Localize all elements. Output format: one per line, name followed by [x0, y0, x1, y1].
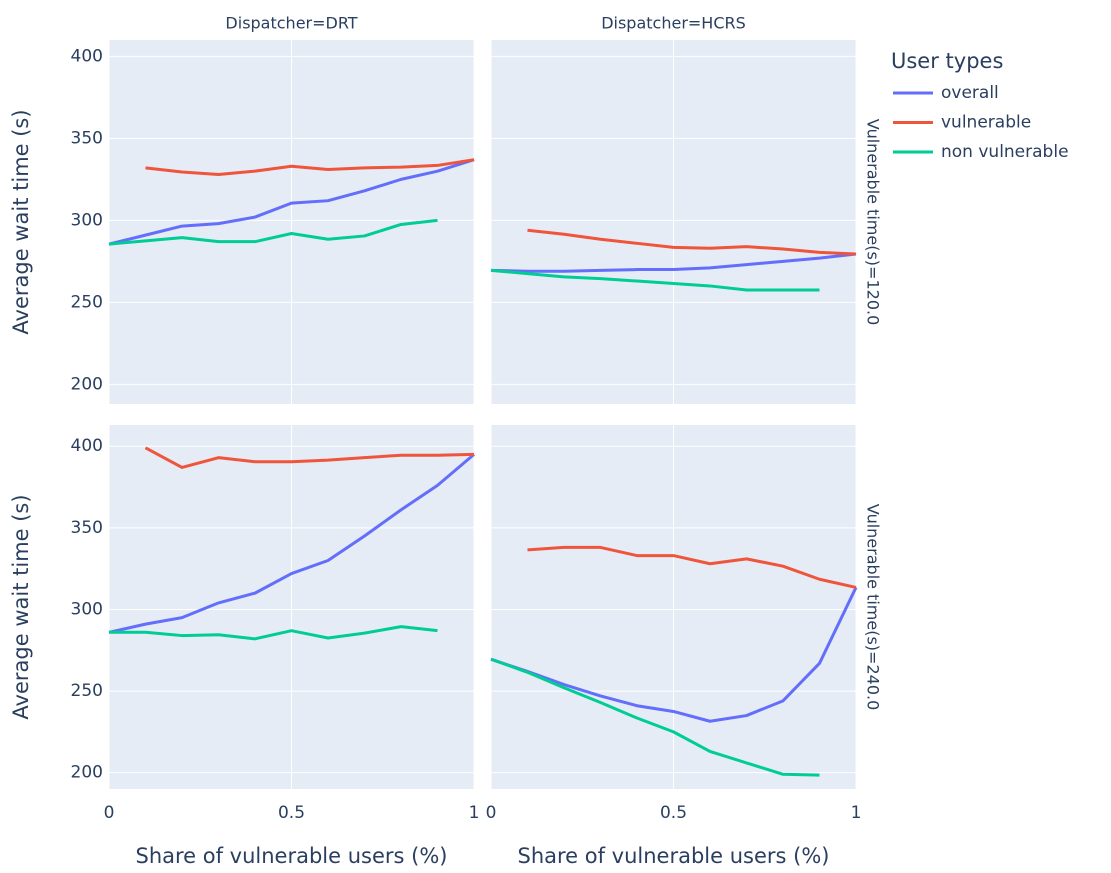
line-series [527, 228, 857, 256]
facet-title: Dispatcher=HCRS [601, 14, 746, 33]
x-tick-label: 0 [104, 803, 115, 823]
line-series [490, 657, 820, 777]
facet-row-label: Vulnerable time(s)=120.0 [864, 119, 883, 326]
legend-label: vulnerable [941, 113, 1031, 133]
legend-label: overall [941, 83, 999, 103]
facet-title: Dispatcher=DRT [225, 14, 357, 33]
line-series [145, 158, 475, 176]
x-tick-label: 0.5 [660, 803, 687, 823]
y-axis-title: Average wait time (s) [9, 494, 33, 719]
y-tick-label: 250 [71, 292, 103, 312]
y-tick-label: 300 [71, 210, 103, 230]
facet-row-label: Vulnerable time(s)=240.0 [864, 504, 883, 711]
x-tick-label: 1 [851, 803, 862, 823]
y-axis-title: Average wait time (s) [9, 109, 33, 334]
y-tick-label: 200 [71, 374, 103, 394]
x-tick-label: 0 [486, 803, 497, 823]
line-series [108, 453, 475, 634]
y-tick-label: 350 [71, 518, 103, 538]
x-tick-label: 0.5 [278, 803, 305, 823]
y-tick-label: 200 [71, 763, 103, 783]
y-tick-label: 300 [71, 599, 103, 619]
line-series [490, 252, 857, 273]
line-series [108, 218, 438, 246]
legend-title: User types [891, 49, 1003, 73]
line-series [144, 446, 475, 469]
line-series [109, 625, 438, 641]
line-series [490, 586, 858, 723]
x-tick-label: 1 [469, 803, 480, 823]
x-axis-title: Share of vulnerable users (%) [517, 844, 829, 868]
y-tick-label: 350 [71, 128, 103, 148]
y-tick-label: 400 [71, 436, 103, 456]
y-tick-label: 400 [71, 46, 103, 66]
line-series [527, 545, 857, 589]
legend-label: non vulnerable [941, 142, 1069, 162]
x-axis-title: Share of vulnerable users (%) [135, 844, 447, 868]
y-tick-label: 250 [71, 681, 103, 701]
line-series [490, 268, 820, 292]
line-series [108, 158, 475, 246]
